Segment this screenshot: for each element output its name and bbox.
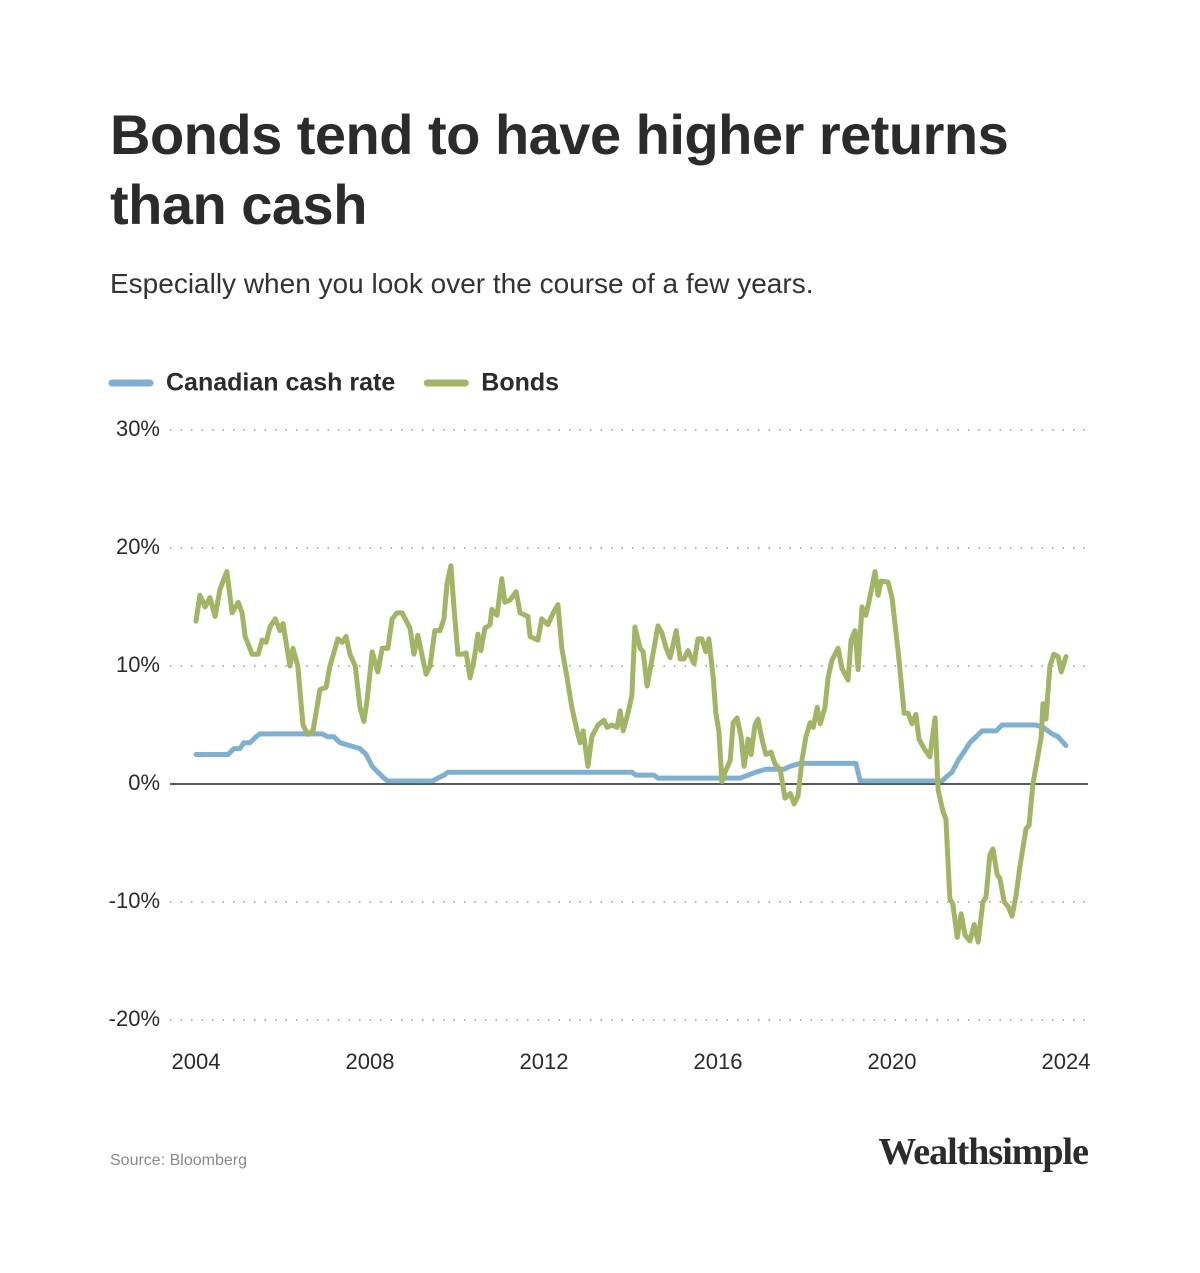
line-series — [193, 722, 1069, 784]
line-series — [193, 563, 1069, 945]
y-tick-label: 0% — [128, 770, 160, 795]
x-tick-label: 2008 — [346, 1049, 395, 1074]
brand-logo: Wealthsimple — [878, 1131, 1089, 1173]
chart-title: Bonds tend to have higher returns than c… — [110, 103, 1009, 236]
x-tick-label: 2016 — [694, 1049, 743, 1074]
x-tick-label: 2012 — [520, 1049, 569, 1074]
y-tick-label: -20% — [109, 1006, 160, 1031]
chart-subtitle: Especially when you look over the course… — [110, 268, 814, 299]
y-tick-label: -10% — [109, 888, 160, 913]
x-tick-label: 2004 — [172, 1049, 221, 1074]
x-tick-label: 2024 — [1042, 1049, 1091, 1074]
y-tick-label: 30% — [116, 416, 160, 441]
legend-label: Canadian cash rate — [166, 369, 395, 397]
x-tick-label: 2020 — [868, 1049, 917, 1074]
source-note: Source: Bloomberg — [110, 1152, 247, 1169]
legend-label: Bonds — [481, 369, 559, 397]
y-tick-label: 20% — [116, 534, 160, 559]
y-tick-label: 10% — [116, 652, 160, 677]
